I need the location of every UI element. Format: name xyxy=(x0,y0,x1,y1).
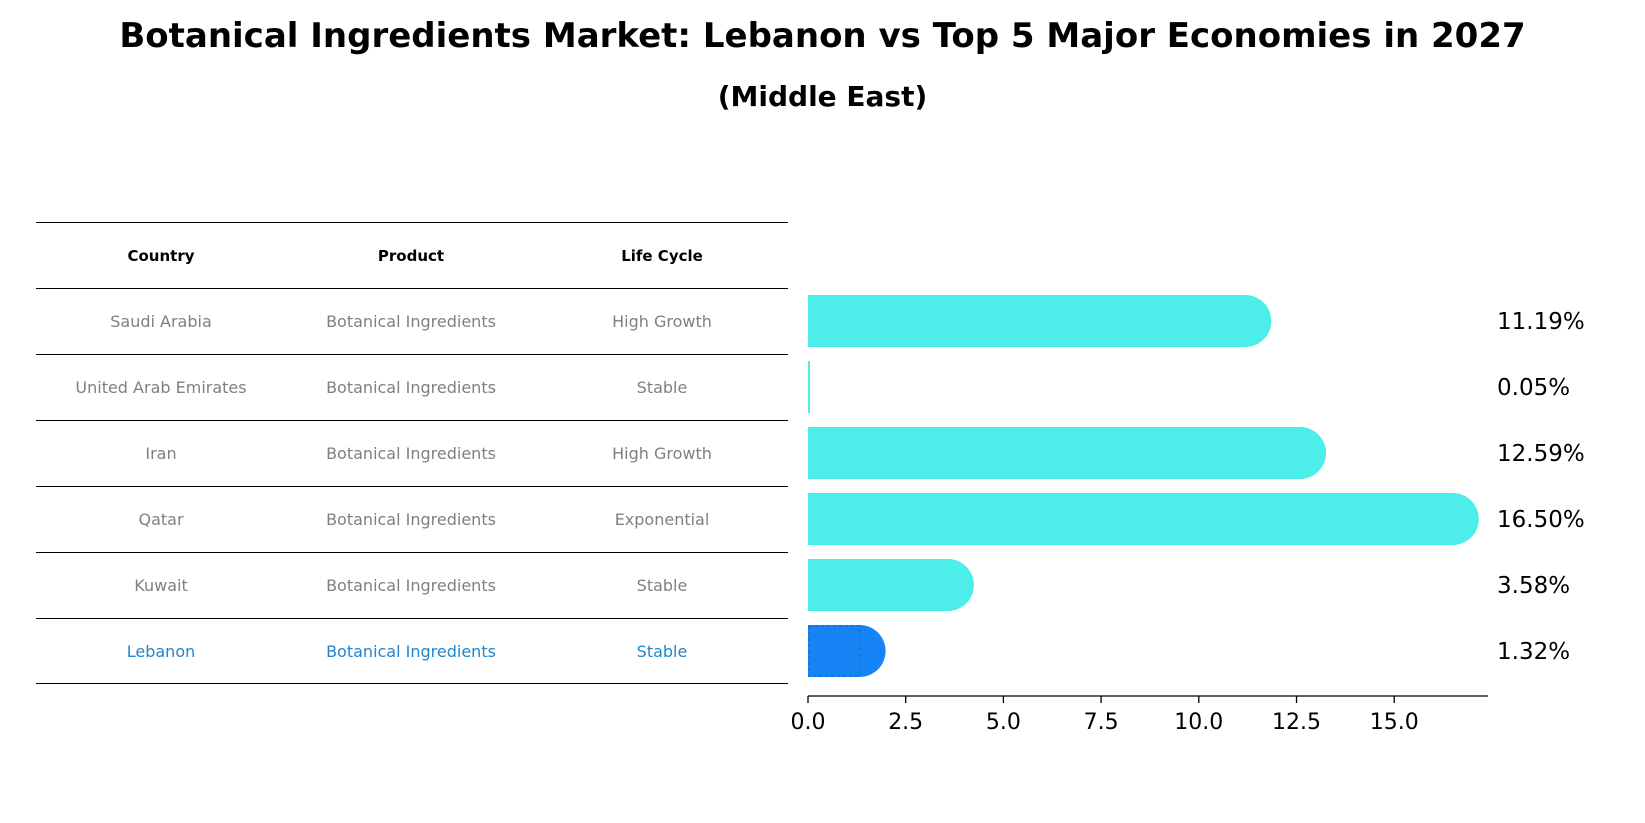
cell-country: Kuwait xyxy=(134,576,188,595)
bar-qatar xyxy=(808,493,1479,545)
x-tick-label: 7.5 xyxy=(1084,710,1119,735)
bar-united-arab-emirates xyxy=(808,361,810,413)
value-label: 1.32% xyxy=(1497,639,1570,665)
cell-product: Botanical Ingredients xyxy=(326,642,496,661)
header-country: Country xyxy=(127,247,195,265)
x-tick-label: 2.5 xyxy=(888,710,923,735)
cell-life-cycle: Stable xyxy=(636,576,688,595)
table-row: Kuwait Botanical Ingredients Stable xyxy=(36,552,788,618)
table-header-row: Country Product Life Cycle xyxy=(36,222,788,288)
cell-life-cycle: High Growth xyxy=(612,312,712,331)
table-row: Qatar Botanical Ingredients Exponential xyxy=(36,486,788,552)
cell-product: Botanical Ingredients xyxy=(326,576,496,595)
table-row: Saudi Arabia Botanical Ingredients High … xyxy=(36,288,788,354)
bar-saudi-arabia xyxy=(808,295,1272,347)
cell-life-cycle: Exponential xyxy=(614,510,710,529)
x-tick-label: 0.0 xyxy=(791,710,826,735)
data-table: Country Product Life Cycle Saudi Arabia … xyxy=(36,222,788,684)
cell-life-cycle: Stable xyxy=(636,378,688,397)
x-tick-label: 12.5 xyxy=(1272,710,1321,735)
bar-kuwait xyxy=(808,559,974,611)
cell-country: Lebanon xyxy=(126,642,196,661)
value-label: 0.05% xyxy=(1497,375,1570,401)
header-life-cycle: Life Cycle xyxy=(621,247,703,265)
x-tick-label: 5.0 xyxy=(986,710,1021,735)
cell-country: Iran xyxy=(145,444,177,463)
value-label: 11.19% xyxy=(1497,309,1585,335)
cell-product: Botanical Ingredients xyxy=(326,444,496,463)
table-row-highlight: Lebanon Botanical Ingredients Stable xyxy=(36,618,788,684)
cell-country: United Arab Emirates xyxy=(75,378,247,397)
cell-product: Botanical Ingredients xyxy=(326,312,496,331)
x-tick-label: 10.0 xyxy=(1174,710,1223,735)
table-row: United Arab Emirates Botanical Ingredien… xyxy=(36,354,788,420)
bar-lebanon xyxy=(808,625,886,677)
bar-highlight-outline xyxy=(808,625,861,677)
value-label: 16.50% xyxy=(1497,507,1585,533)
header-product: Product xyxy=(377,247,445,265)
x-tick-label: 15.0 xyxy=(1370,710,1419,735)
cell-life-cycle: Stable xyxy=(636,642,688,661)
cell-product: Botanical Ingredients xyxy=(326,378,496,397)
chart-subtitle: (Middle East) xyxy=(717,80,928,113)
cell-country: Qatar xyxy=(138,510,184,529)
value-label: 12.59% xyxy=(1497,441,1585,467)
cell-product: Botanical Ingredients xyxy=(326,510,496,529)
value-label: 3.58% xyxy=(1497,573,1570,599)
cell-country: Saudi Arabia xyxy=(110,312,212,331)
chart-title: Botanical Ingredients Market: Lebanon vs… xyxy=(119,16,1526,56)
cell-life-cycle: High Growth xyxy=(612,444,712,463)
bar-iran xyxy=(808,427,1327,479)
table-row: Iran Botanical Ingredients High Growth xyxy=(36,420,788,486)
